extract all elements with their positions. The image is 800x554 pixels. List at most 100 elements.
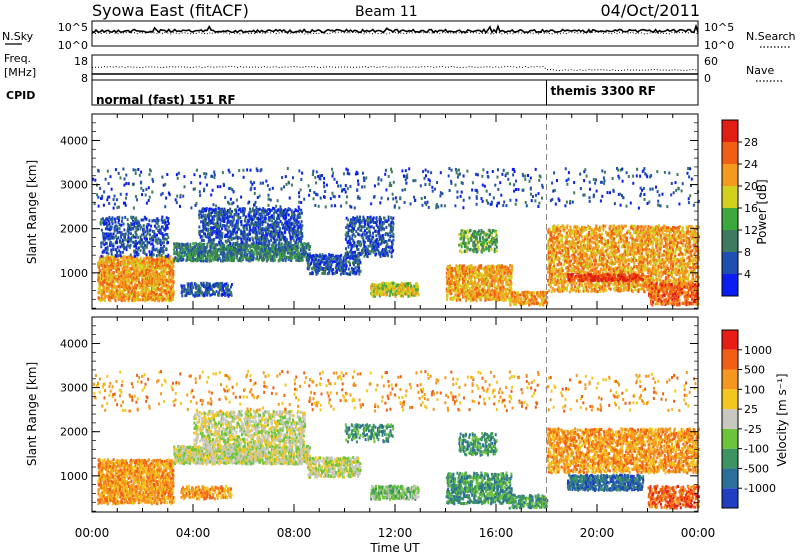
- data-cell: [244, 233, 247, 237]
- data-cell: [227, 215, 230, 219]
- freq-panel: Freq. [MHz] Nave 18 8 60 0: [4, 52, 782, 85]
- data-cell: [155, 221, 158, 225]
- data-cell: [326, 272, 329, 276]
- data-cell: [282, 209, 285, 213]
- data-cell: [127, 294, 130, 298]
- data-cell: [142, 260, 145, 264]
- data-cell: [494, 287, 497, 290]
- data-cell: [99, 281, 102, 285]
- data-cell: [220, 209, 223, 213]
- data-cell: [139, 258, 142, 262]
- data-cell: [511, 269, 514, 273]
- data-cell: [214, 214, 217, 218]
- data-cell: [352, 254, 355, 258]
- data-cell: [461, 289, 464, 293]
- data-cell: [466, 283, 469, 287]
- data-cell: [120, 219, 123, 223]
- data-cell: [213, 285, 216, 289]
- data-cell: [225, 253, 228, 257]
- data-cell: [353, 227, 355, 231]
- data-cell: [300, 208, 303, 212]
- data-cell: [203, 243, 206, 246]
- data-cell: [335, 266, 338, 269]
- data-cell: [379, 216, 382, 220]
- data-cell: [391, 234, 393, 238]
- data-cell: [391, 229, 394, 233]
- data-cell: [277, 208, 280, 212]
- data-cell: [342, 259, 345, 263]
- data-cell: [233, 256, 236, 260]
- data-cell: [226, 228, 229, 232]
- data-cell: [98, 264, 101, 267]
- data-cell: [175, 248, 178, 252]
- data-cell: [232, 242, 235, 245]
- data-cell: [195, 247, 198, 251]
- data-cell: [319, 264, 322, 268]
- data-cell: [132, 227, 135, 231]
- data-cell: [243, 242, 246, 246]
- data-cell: [104, 256, 107, 260]
- data-cell: [237, 259, 240, 263]
- data-cell: [466, 234, 469, 238]
- data-cell: [118, 223, 121, 227]
- data-cell: [205, 221, 208, 225]
- data-cell: [116, 278, 119, 282]
- data-cell: [190, 281, 193, 285]
- data-cell: [254, 209, 257, 213]
- data-cell: [394, 294, 397, 298]
- data-cell: [285, 248, 288, 252]
- data-cell: [417, 285, 420, 289]
- data-cell: [110, 292, 113, 295]
- data-cell: [354, 254, 357, 258]
- data-cell: [199, 229, 202, 233]
- data-cell: [139, 241, 142, 245]
- data-cell: [101, 297, 104, 301]
- data-cell: [163, 277, 166, 281]
- data-cell: [204, 215, 207, 219]
- data-cell: [307, 258, 310, 262]
- data-cell: [203, 232, 205, 236]
- data-cell: [345, 272, 348, 275]
- data-cell: [107, 223, 110, 227]
- data-cell: [228, 240, 231, 244]
- data-cell: [203, 292, 206, 296]
- data-cell: [255, 240, 258, 244]
- data-cell: [160, 254, 163, 257]
- data-cell: [470, 266, 473, 270]
- data-cell: [130, 296, 133, 300]
- data-cell: [476, 275, 479, 278]
- data-cell: [474, 265, 477, 269]
- data-cell: [500, 275, 503, 278]
- data-cell: [364, 249, 367, 253]
- data-cell: [510, 288, 513, 292]
- data-cell: [143, 235, 146, 239]
- data-cell: [219, 229, 222, 233]
- data-cell: [133, 224, 136, 228]
- data-cell: [117, 290, 120, 294]
- data-cell: [247, 235, 249, 238]
- data-cell: [266, 213, 269, 216]
- data-cell: [372, 226, 375, 230]
- data-cell: [311, 258, 314, 262]
- data-cell: [205, 293, 207, 297]
- data-cell: [190, 257, 193, 261]
- data-cell: [206, 213, 209, 217]
- data-cell: [352, 232, 355, 236]
- data-cell: [199, 242, 202, 246]
- data-cell: [254, 247, 257, 251]
- data-cell: [283, 251, 286, 255]
- data-cell: [139, 263, 142, 267]
- data-cell: [191, 285, 194, 289]
- beam-title: Beam 11: [355, 4, 418, 20]
- data-cell: [208, 216, 211, 220]
- data-cell: [502, 299, 505, 302]
- data-cell: [156, 241, 159, 245]
- data-cell: [109, 228, 112, 232]
- data-cell: [290, 211, 293, 215]
- data-cell: [218, 247, 221, 251]
- data-cell: [466, 285, 469, 289]
- data-cell: [131, 292, 134, 296]
- data-cell: [275, 232, 278, 236]
- noise-right-label: N.Search: [746, 30, 796, 43]
- data-cell: [258, 238, 261, 242]
